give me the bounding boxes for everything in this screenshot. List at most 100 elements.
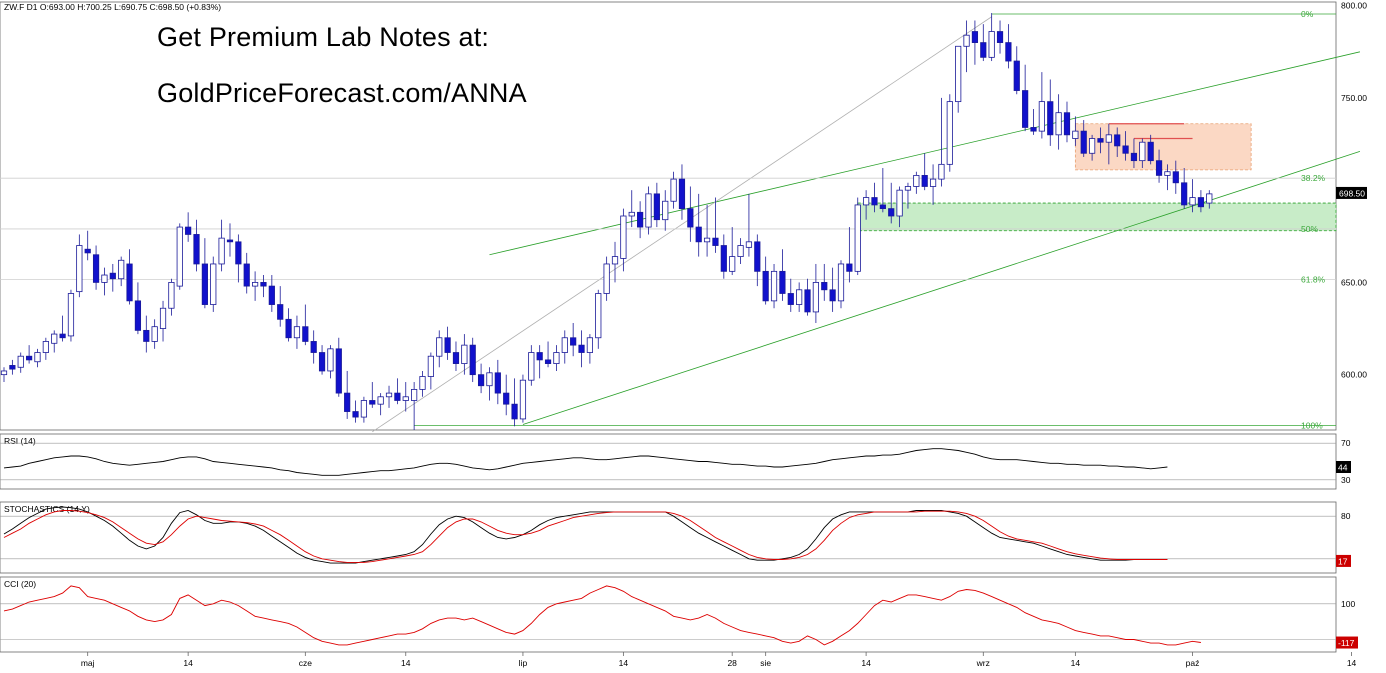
candle xyxy=(419,370,426,397)
candle xyxy=(143,315,150,353)
candle-body xyxy=(486,372,493,387)
candle-body xyxy=(787,293,794,305)
candle xyxy=(595,289,602,349)
candle-body xyxy=(411,389,418,401)
candle xyxy=(360,396,368,423)
fib-label-0: 0% xyxy=(1301,9,1314,19)
candle xyxy=(427,352,434,390)
candle-body xyxy=(846,263,853,272)
candle xyxy=(402,382,409,412)
candle xyxy=(1055,94,1062,150)
x-tick-label: paź xyxy=(1186,658,1200,668)
candle xyxy=(477,363,485,394)
candle xyxy=(243,252,250,294)
candle-body xyxy=(1139,141,1146,162)
candle xyxy=(1063,101,1071,143)
candle xyxy=(1130,138,1138,169)
candle-body xyxy=(1122,145,1129,154)
candle xyxy=(737,238,744,264)
candle xyxy=(611,241,619,283)
candle-body xyxy=(151,326,158,342)
candle xyxy=(260,275,267,298)
candle-body xyxy=(854,204,861,272)
rsi-badge xyxy=(1336,461,1351,473)
candle-body xyxy=(210,263,217,305)
candle xyxy=(703,204,711,257)
candle xyxy=(159,300,167,342)
candle xyxy=(168,278,175,316)
candle-body xyxy=(352,411,359,418)
candle-body xyxy=(377,396,384,405)
candle xyxy=(1122,131,1129,161)
candle xyxy=(888,182,895,224)
candle-body xyxy=(653,193,660,221)
candle xyxy=(26,345,33,364)
x-tick-label: maj xyxy=(81,658,95,668)
stoch-k-line xyxy=(3,506,1168,564)
candle-body xyxy=(243,263,250,287)
candle xyxy=(118,256,125,287)
candle xyxy=(1005,24,1012,69)
candle-body xyxy=(461,344,468,364)
candle-body xyxy=(762,270,769,302)
x-tick-label: 14 xyxy=(183,658,193,668)
candle xyxy=(201,238,208,309)
candle-body xyxy=(938,163,945,180)
fib-label-2: 50% xyxy=(1301,224,1318,234)
candle xyxy=(863,190,870,220)
promo-line-1: Get Premium Lab Notes at: xyxy=(157,22,490,52)
candle xyxy=(377,393,384,416)
candle-body xyxy=(1063,112,1071,136)
candle xyxy=(185,212,192,242)
candle-body xyxy=(51,333,58,344)
candle xyxy=(369,382,376,408)
rsi-tick-1: 30 xyxy=(1341,475,1351,485)
current-price-label: 698.50 xyxy=(1339,188,1365,198)
candle xyxy=(226,223,234,257)
candle-body xyxy=(42,341,49,353)
candle xyxy=(0,367,8,383)
x-tick-label: 14 xyxy=(401,658,411,668)
candle xyxy=(9,359,16,375)
symbol-header: ZW.F D1 O:693.00 H:700.25 L:690.75 C:698… xyxy=(4,2,221,12)
candle xyxy=(1013,46,1020,95)
x-tick-label: wrz xyxy=(976,658,990,668)
cci-panel: CCI (20) 100 -117 xyxy=(0,576,1358,653)
candle xyxy=(662,190,669,231)
candle-body xyxy=(1172,171,1179,184)
stoch-current-label: 17 xyxy=(1338,556,1348,566)
candle-body xyxy=(971,31,979,43)
candle-body xyxy=(578,344,585,353)
fib-label-4: 100% xyxy=(1301,420,1323,430)
candle xyxy=(938,97,945,187)
candle-body xyxy=(143,329,150,342)
candle xyxy=(302,304,309,346)
candle xyxy=(628,190,635,228)
candle xyxy=(494,359,501,405)
candle xyxy=(770,263,778,309)
support-zone xyxy=(857,202,1337,232)
candle-body xyxy=(812,282,819,313)
promo-line-2[interactable]: GoldPriceForecast.com/ANNA xyxy=(157,78,527,108)
candle-body xyxy=(1105,134,1112,143)
candle-body xyxy=(134,300,142,331)
candle xyxy=(1038,72,1045,139)
candle xyxy=(754,234,761,287)
candle xyxy=(134,282,142,335)
candle-body xyxy=(118,259,125,280)
cci-current-label: -117 xyxy=(1338,638,1355,648)
candle-body xyxy=(218,237,225,265)
candle xyxy=(385,385,393,408)
candle-body xyxy=(553,352,560,364)
candle-body xyxy=(226,239,234,243)
rsi-current-label: 44 xyxy=(1338,463,1348,473)
candle xyxy=(1114,127,1121,157)
candle-body xyxy=(519,379,527,420)
candle xyxy=(762,256,769,305)
candle xyxy=(670,171,677,209)
candle-body xyxy=(980,42,987,58)
candle xyxy=(1089,134,1096,161)
resistance-zone xyxy=(1074,123,1252,171)
candle-body xyxy=(293,326,301,339)
candle-body xyxy=(59,333,66,339)
